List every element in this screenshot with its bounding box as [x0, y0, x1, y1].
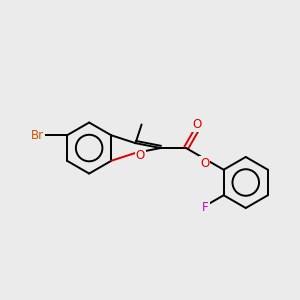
Text: O: O [192, 118, 202, 131]
Text: Br: Br [31, 129, 44, 142]
Text: F: F [202, 200, 209, 214]
Text: O: O [136, 149, 145, 162]
Text: O: O [200, 157, 209, 170]
